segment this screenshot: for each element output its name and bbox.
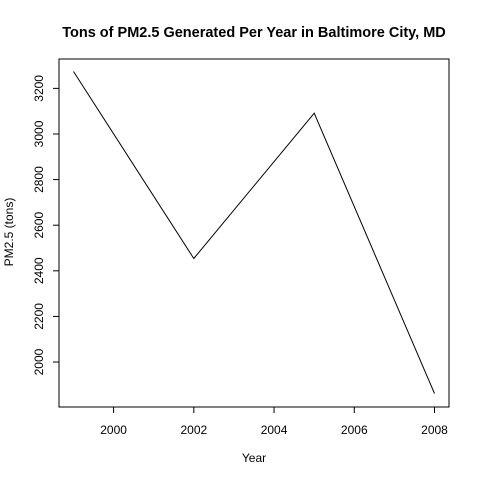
chart-title: Tons of PM2.5 Generated Per Year in Balt… — [62, 25, 446, 41]
x-tick-label: 2004 — [261, 423, 288, 437]
x-tick-label: 2008 — [421, 423, 448, 437]
x-axis-label: Year — [242, 451, 266, 465]
y-tick-label: 2600 — [32, 212, 46, 239]
y-tick-label: 3200 — [32, 75, 46, 102]
x-axis: 2000 2002 2004 2006 2008 — [100, 406, 448, 437]
x-tick-label: 2006 — [341, 423, 368, 437]
y-tick-label: 2000 — [32, 348, 46, 375]
y-tick-label: 2200 — [32, 303, 46, 330]
x-tick-label: 2000 — [100, 423, 127, 437]
plot-frame — [58, 58, 450, 408]
series-group — [73, 71, 435, 394]
x-tick-label: 2002 — [180, 423, 207, 437]
y-tick-label: 2400 — [32, 257, 46, 284]
y-axis: 2000 2200 2400 2600 2800 3000 3200 — [32, 75, 60, 375]
y-tick-label: 3000 — [32, 120, 46, 147]
series-line — [73, 71, 435, 394]
y-tick-label: 2800 — [32, 166, 46, 193]
y-axis-label: PM2.5 (tons) — [2, 198, 16, 267]
